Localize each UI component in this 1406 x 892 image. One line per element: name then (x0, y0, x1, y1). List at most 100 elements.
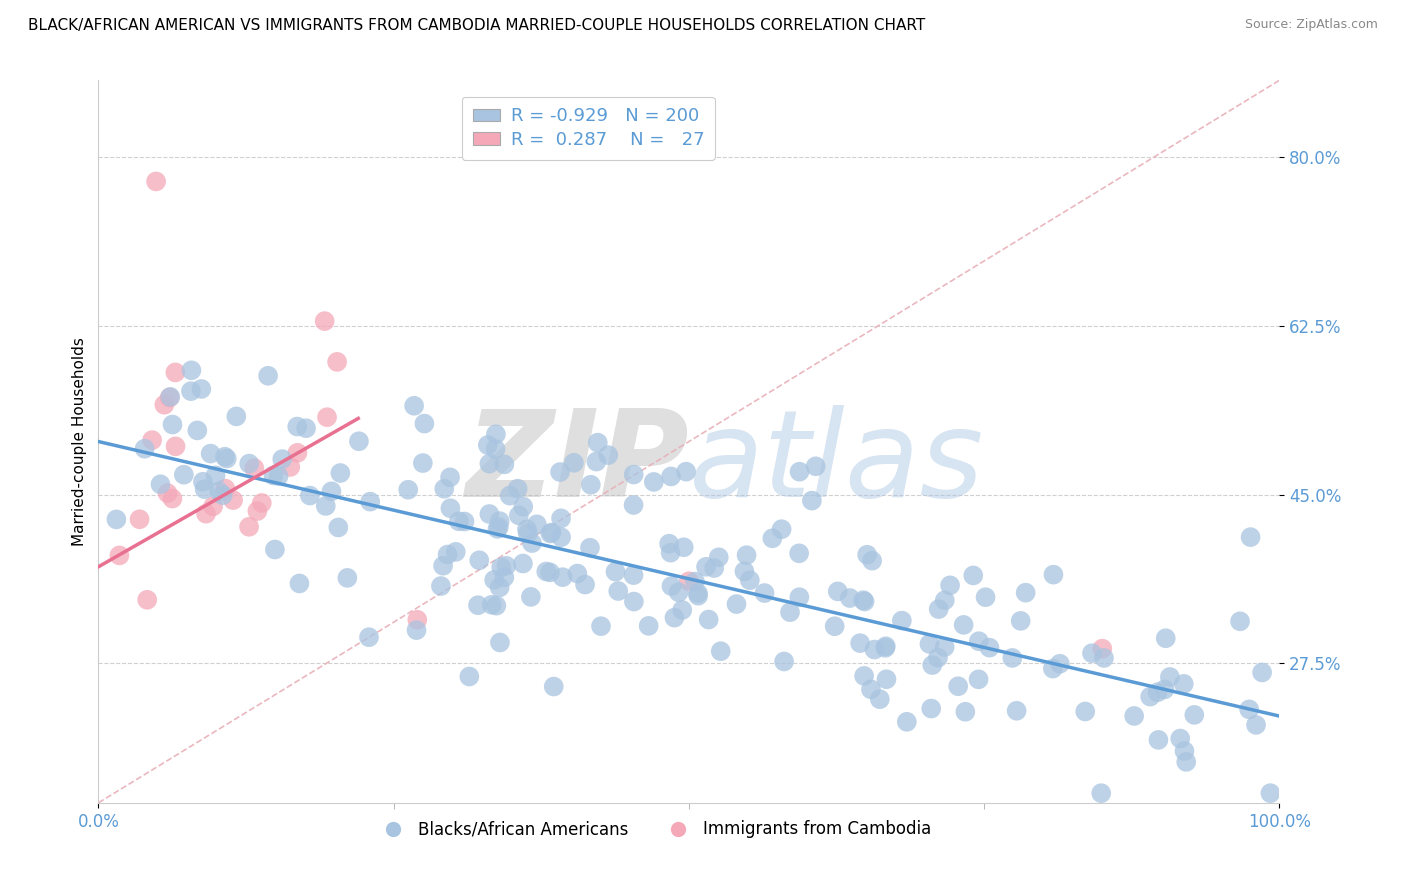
Point (478, 457, 501, 471)
Point (536, 565, 558, 579)
Point (974, 591, 997, 605)
Point (495, 558, 517, 573)
Point (939, 578, 962, 592)
Point (543, 680, 565, 694)
Point (165, 366, 187, 380)
Point (928, 602, 950, 616)
Text: Source: ZipAtlas.com: Source: ZipAtlas.com (1244, 18, 1378, 31)
Point (433, 482, 456, 496)
Point (1229, 615, 1251, 629)
Point (921, 658, 943, 673)
Point (439, 470, 461, 484)
Point (520, 536, 543, 550)
Point (488, 580, 510, 594)
Point (204, 468, 226, 483)
Point (482, 573, 505, 587)
Point (506, 482, 529, 496)
Point (661, 579, 683, 593)
Point (688, 589, 710, 603)
Point (761, 531, 783, 545)
Point (875, 672, 897, 686)
Point (328, 520, 350, 534)
Point (585, 454, 607, 468)
Point (180, 384, 202, 399)
Point (863, 642, 886, 657)
Point (396, 483, 419, 497)
Point (918, 637, 941, 651)
Point (695, 559, 717, 574)
Point (488, 514, 510, 528)
Point (285, 419, 308, 434)
Point (271, 452, 294, 467)
Point (1042, 662, 1064, 676)
Point (447, 514, 470, 528)
Point (149, 477, 172, 491)
Point (856, 548, 879, 562)
Point (1001, 651, 1024, 665)
Point (486, 522, 509, 536)
Point (202, 500, 225, 514)
Point (550, 511, 572, 525)
Point (703, 561, 725, 575)
Point (488, 520, 510, 534)
Point (1139, 690, 1161, 704)
Point (838, 591, 860, 605)
Point (1237, 702, 1260, 716)
Point (787, 546, 810, 560)
Point (1092, 651, 1115, 665)
Point (214, 450, 236, 464)
Point (637, 619, 659, 633)
Point (359, 494, 381, 508)
Point (481, 598, 503, 612)
Point (215, 451, 238, 466)
Point (141, 433, 163, 447)
Point (1153, 682, 1175, 697)
Point (967, 673, 990, 687)
Point (222, 493, 245, 508)
Point (278, 459, 301, 474)
Point (1154, 632, 1177, 646)
Point (623, 568, 645, 582)
Point (214, 482, 236, 496)
Point (979, 640, 1001, 655)
Point (512, 557, 534, 571)
Point (538, 566, 561, 580)
Point (508, 508, 530, 523)
Point (468, 553, 491, 567)
Point (516, 526, 538, 541)
Point (200, 447, 222, 461)
Point (664, 610, 686, 624)
Point (860, 554, 883, 568)
Y-axis label: Married-couple Households: Married-couple Households (72, 337, 87, 546)
Point (412, 456, 434, 470)
Point (671, 603, 693, 617)
Point (1251, 665, 1274, 680)
Point (264, 542, 287, 557)
Point (1074, 705, 1097, 719)
Point (314, 314, 336, 328)
Point (413, 417, 436, 431)
Point (298, 489, 321, 503)
Point (658, 537, 681, 551)
Legend: Blacks/African Americans, Immigrants from Cambodia: Blacks/African Americans, Immigrants fro… (370, 814, 938, 845)
Point (211, 488, 233, 502)
Point (550, 530, 572, 544)
Point (173, 467, 195, 482)
Point (336, 571, 359, 585)
Point (538, 526, 561, 541)
Point (432, 558, 454, 573)
Point (875, 639, 897, 653)
Point (1123, 709, 1146, 723)
Point (485, 599, 508, 613)
Point (243, 461, 266, 475)
Point (962, 568, 984, 582)
Point (707, 550, 730, 565)
Point (1173, 744, 1195, 758)
Point (1042, 567, 1064, 582)
Point (675, 465, 697, 479)
Point (789, 465, 811, 479)
Point (852, 593, 875, 607)
Point (315, 499, 337, 513)
Point (153, 398, 176, 412)
Point (250, 496, 273, 510)
